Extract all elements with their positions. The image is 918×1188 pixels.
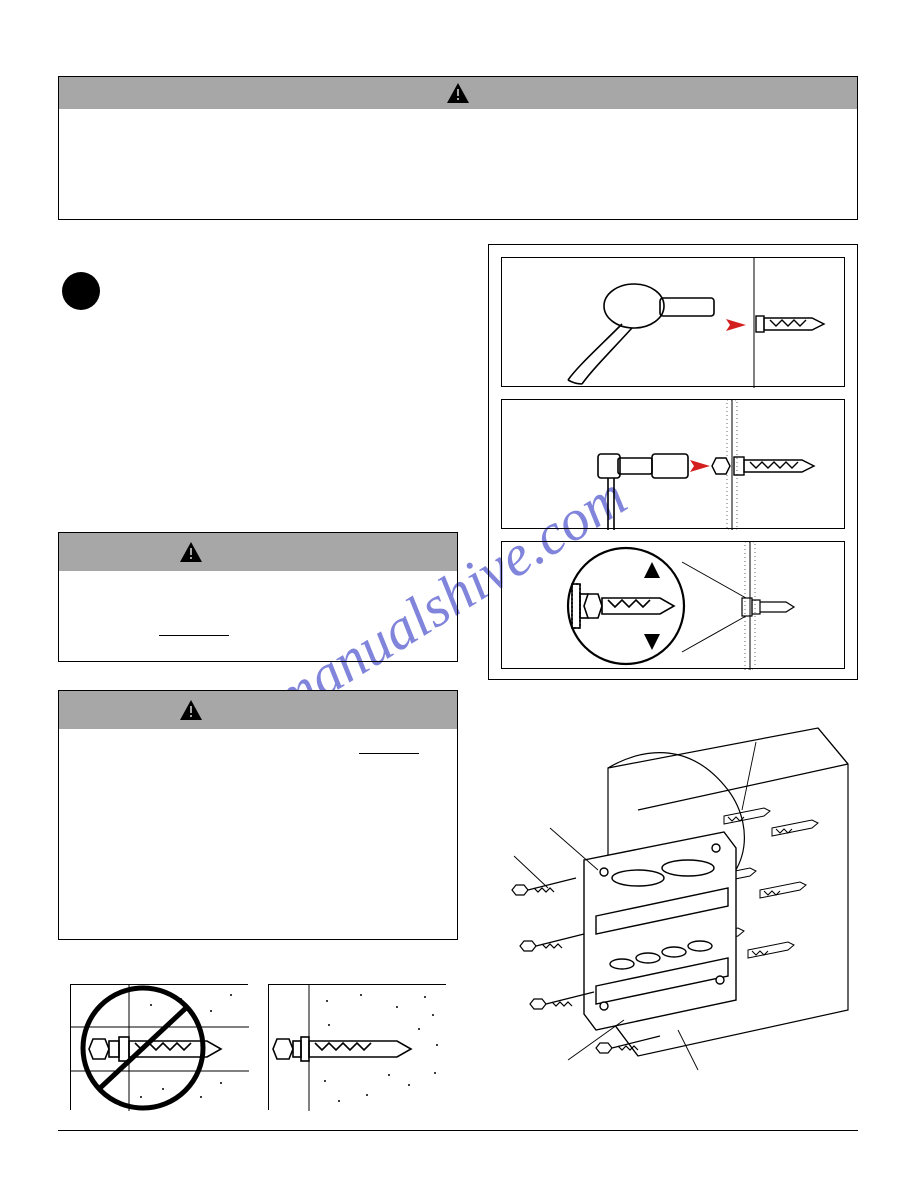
panel-hammer (501, 257, 845, 387)
iso-bracket-illustration (488, 720, 858, 1100)
caution-box-1-body (59, 571, 457, 631)
hammer-anchor-illustration (502, 258, 846, 388)
caution-box-2 (58, 690, 458, 940)
step-circle (62, 272, 100, 310)
arrow-right-icon (726, 319, 746, 331)
panel-wrench (501, 399, 845, 529)
anchor-detail-illustration (502, 542, 846, 670)
correct-anchor-illustration (269, 985, 447, 1111)
main-caution-box (58, 76, 858, 220)
prohibition-icon (71, 985, 249, 1111)
caution-box-1-header (59, 533, 457, 571)
wrong-anchor-cell (70, 984, 248, 1110)
warning-triangle-icon (179, 541, 203, 563)
panel-detail (501, 541, 845, 669)
arrow-right-icon (690, 460, 710, 472)
underline (359, 753, 419, 754)
anchor-install-sequence (488, 244, 858, 680)
caution-box-1 (58, 532, 458, 662)
iso-bracket-figure (488, 720, 858, 1100)
caution-box-2-header (59, 691, 457, 729)
caution-body (59, 109, 857, 219)
caution-header (59, 77, 857, 109)
wrench-anchor-illustration (502, 400, 846, 530)
footer-rule (58, 1130, 858, 1131)
warning-triangle-icon (179, 699, 203, 721)
warning-triangle-icon (446, 82, 470, 104)
underline (159, 635, 229, 636)
correct-anchor-cell (268, 984, 446, 1110)
anchor-placement-comparison (70, 984, 450, 1114)
page: manualshive.com (0, 0, 918, 1188)
caution-box-2-body (59, 729, 457, 929)
